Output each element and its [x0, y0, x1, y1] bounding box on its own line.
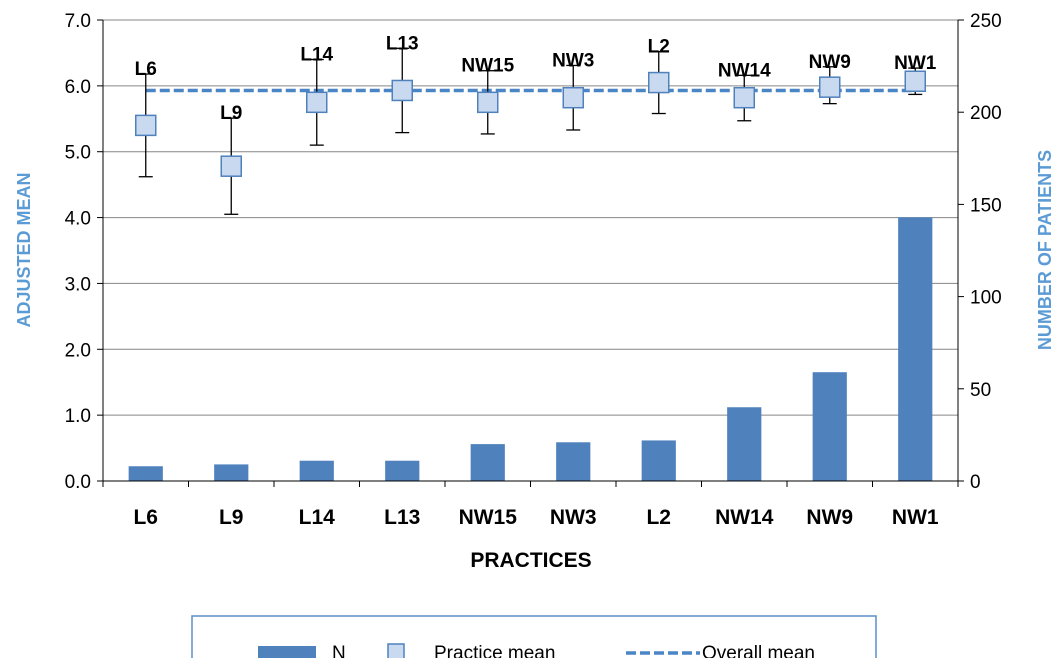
error-bars: [138, 47, 923, 215]
point-label-l9: L9: [220, 103, 242, 124]
marker-nw9: [819, 76, 841, 98]
bar-n-nw9: [812, 372, 847, 481]
point-label-l2: L2: [648, 37, 670, 58]
y-tick-label: 1.0: [65, 406, 91, 427]
bar-n-nw15: [470, 444, 505, 481]
marker-nw1: [904, 70, 926, 92]
marker-l2: [648, 71, 670, 94]
bar-n-l13: [385, 460, 420, 481]
bar-n-l2: [641, 440, 676, 481]
x-tick-label: NW3: [550, 506, 597, 529]
point-labels: L6 L9 L14 L13 NW15 NW3 L2 NW14 NW9 NW1: [135, 33, 937, 124]
point-label-l6: L6: [135, 59, 157, 80]
x-tick-label: L2: [646, 506, 671, 529]
legend-swatch-n: [258, 646, 316, 658]
y-tick-label: 6.0: [65, 77, 91, 98]
point-label-nw15: NW15: [461, 56, 514, 77]
marker-nw15: [477, 91, 499, 114]
point-label-nw14: NW14: [718, 60, 771, 81]
y2-axis-title: NUMBER OF PATIENTS: [1035, 150, 1055, 350]
point-label-nw1: NW1: [894, 53, 937, 74]
x-tick-label: L6: [133, 506, 158, 529]
point-label-l14: L14: [300, 45, 333, 66]
gridlines: [103, 19, 958, 416]
legend-swatch-practice-mean: [387, 643, 405, 658]
point-label-l13: L13: [386, 33, 419, 54]
marker-l14: [306, 91, 328, 114]
bar-n-nw3: [556, 442, 591, 481]
x-tick-label: L9: [219, 506, 244, 529]
x-tick-label: NW9: [806, 506, 853, 529]
x-tick-label: L13: [384, 506, 420, 529]
y2-tick-label: 0: [970, 472, 981, 493]
y-tick-label: 4.0: [65, 209, 91, 230]
tick-labels: 0.0 1.0 2.0 3.0 4.0 5.0 6.0 7.0 0 50 100 150 200 250: [65, 11, 1002, 493]
axes: [97, 19, 964, 487]
point-label-nw3: NW3: [552, 50, 594, 71]
x-axis-title: PRACTICES: [470, 549, 591, 572]
y-axis-title: ADJUSTED MEAN: [14, 172, 34, 327]
marker-l13: [391, 79, 413, 102]
y-tick-label: 2.0: [65, 340, 91, 361]
marker-nw14: [733, 86, 755, 109]
y2-tick-label: 50: [970, 380, 991, 401]
x-tick-label: NW14: [715, 506, 774, 529]
marker-l9: [220, 155, 242, 177]
bar-n-nw1: [898, 217, 933, 482]
legend-label-overall-mean: Overall mean: [702, 643, 815, 658]
y-tick-label: 7.0: [65, 11, 91, 32]
marker-nw3: [562, 86, 584, 109]
legend: N Practice mean Overall mean: [191, 615, 877, 658]
category-labels: L6 L9 L14 L13 NW15 NW3 L2 NW14 NW9 NW1: [133, 506, 938, 529]
x-tick-label: NW1: [892, 506, 939, 529]
y2-tick-label: 200: [970, 103, 1002, 124]
y2-tick-label: 250: [970, 11, 1002, 32]
point-label-nw9: NW9: [809, 52, 851, 73]
practice-mean-series: [135, 70, 926, 177]
bar-n-l9: [214, 464, 249, 481]
bar-n-l14: [299, 460, 334, 481]
x-tick-label: NW15: [459, 506, 518, 529]
legend-label-n: N: [332, 643, 346, 658]
bar-series-n: [128, 217, 933, 482]
y-tick-label: 3.0: [65, 274, 91, 295]
y2-tick-label: 100: [970, 288, 1002, 309]
y-tick-label: 5.0: [65, 143, 91, 164]
bar-n-l6: [128, 466, 163, 481]
legend-label-practice-mean: Practice mean: [434, 643, 555, 658]
x-tick-label: L14: [299, 506, 336, 529]
marker-l6: [135, 114, 157, 137]
y-tick-label: 0.0: [65, 472, 91, 493]
bar-n-nw14: [727, 407, 762, 481]
y2-tick-label: 150: [970, 195, 1002, 216]
